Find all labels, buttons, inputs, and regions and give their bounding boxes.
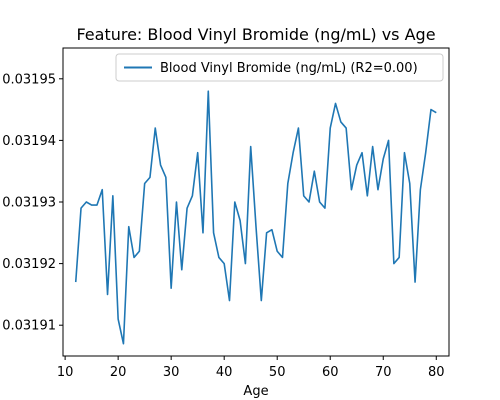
x-tick-label: 10 <box>57 365 74 380</box>
legend: Blood Vinyl Bromide (ng/mL) (R2=0.00) <box>115 53 444 82</box>
y-tick-label: 0.03195 <box>2 72 56 87</box>
series-line <box>74 90 437 345</box>
x-tick-label: 60 <box>322 365 339 380</box>
y-tick-label: 0.03191 <box>2 319 56 334</box>
x-tick-label: 50 <box>269 365 286 380</box>
y-tick-label: 0.03194 <box>2 134 56 149</box>
x-tick-label: 20 <box>110 365 127 380</box>
legend-entry-label: Blood Vinyl Bromide (ng/mL) (R2=0.00) <box>160 61 418 76</box>
x-tick-label: 30 <box>163 365 180 380</box>
plot-area <box>74 90 437 345</box>
x-tick-label: 40 <box>216 365 233 380</box>
chart-title: Feature: Blood Vinyl Bromide (ng/mL) vs … <box>76 25 435 44</box>
x-axis: 10 20 30 40 50 60 70 80 <box>57 356 445 380</box>
y-tick-label: 0.03193 <box>2 196 56 211</box>
x-axis-label: Age <box>243 384 268 399</box>
x-tick-label: 70 <box>375 365 392 380</box>
x-tick-label: 80 <box>428 365 445 380</box>
y-axis: 0.03191 0.03192 0.03193 0.03194 0.03195 <box>2 72 63 334</box>
legend-box <box>115 53 444 82</box>
y-tick-label: 0.03192 <box>2 257 56 272</box>
